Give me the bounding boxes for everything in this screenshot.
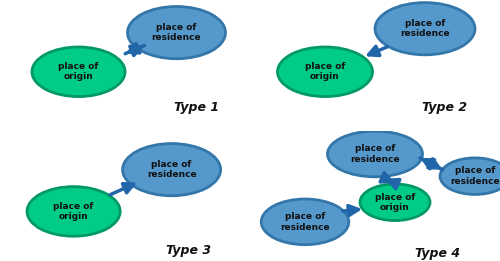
- Text: Type 1: Type 1: [174, 100, 218, 114]
- Text: Type 4: Type 4: [415, 247, 460, 260]
- Text: place of
residence: place of residence: [450, 167, 500, 186]
- Ellipse shape: [32, 47, 125, 97]
- Ellipse shape: [278, 47, 372, 97]
- Ellipse shape: [440, 158, 500, 194]
- Text: Type 3: Type 3: [166, 244, 212, 257]
- Text: place of
origin: place of origin: [375, 193, 415, 212]
- Text: place of
residence: place of residence: [350, 144, 400, 164]
- Ellipse shape: [328, 131, 422, 177]
- Text: place of
residence: place of residence: [147, 160, 196, 179]
- Ellipse shape: [128, 7, 226, 59]
- Text: place of
residence: place of residence: [400, 19, 450, 38]
- Text: place of
residence: place of residence: [152, 23, 202, 42]
- Ellipse shape: [122, 144, 220, 196]
- Text: place of
origin: place of origin: [54, 202, 94, 221]
- Ellipse shape: [261, 199, 349, 245]
- Text: Type 2: Type 2: [422, 100, 468, 114]
- Ellipse shape: [27, 187, 120, 236]
- Ellipse shape: [375, 3, 475, 55]
- Ellipse shape: [360, 184, 430, 221]
- Text: place of
origin: place of origin: [305, 62, 345, 81]
- Text: place of
residence: place of residence: [280, 212, 330, 232]
- Text: place of
origin: place of origin: [58, 62, 98, 81]
